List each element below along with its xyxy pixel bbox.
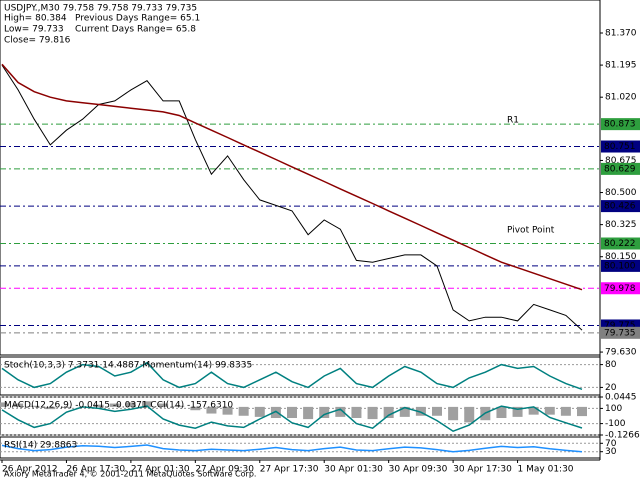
info-text: Close= 79.816 (4, 36, 71, 46)
y-tick-label: 30 (605, 447, 617, 457)
histogram-bar (238, 406, 249, 416)
info-text: High= 80.384 (4, 14, 67, 24)
panel-title: RSI(14) 29.8863 (4, 441, 77, 451)
histogram-bar (399, 406, 410, 417)
price-label: 80.426 (604, 202, 636, 212)
histogram-bar (560, 406, 571, 416)
x-tick-label: 1 May 01:30 (518, 465, 574, 475)
x-tick-label: 27 Apr 17:30 (260, 465, 319, 475)
histogram-bar (254, 406, 265, 417)
histogram-bar (45, 406, 56, 410)
y-tick-label: 0.0445 (605, 393, 637, 403)
histogram-bar (528, 406, 539, 415)
price-label-box (601, 326, 640, 339)
price-label-box (601, 259, 640, 272)
panel-title: Stoch(10,3,3) 7.3731 14.4887 Momentum(14… (4, 361, 252, 371)
price-label-box (601, 237, 640, 250)
price-label-box (601, 162, 640, 175)
histogram-bar (335, 406, 346, 417)
histogram-bar (93, 404, 104, 407)
histogram-bar (190, 406, 201, 411)
info-text: Current Days Range= 65.8 (75, 25, 196, 35)
price-label-box (601, 282, 640, 295)
histogram-bar (351, 406, 362, 418)
y-tick-label: 70 (605, 439, 617, 449)
price-label: 79.775 (604, 321, 636, 331)
y-tick-label: 81.370 (605, 29, 637, 39)
x-tick-label: 27 Apr 09:30 (195, 465, 254, 475)
histogram-bar (13, 403, 24, 407)
series-line (1, 361, 583, 391)
histogram-bar (512, 406, 523, 417)
histogram-bar (383, 406, 394, 418)
y-tick-label: -0.1266 (605, 431, 640, 441)
histogram-bar (464, 406, 475, 423)
price-label-box (601, 140, 640, 153)
price-label: 80.222 (604, 239, 636, 249)
x-tick-label: 30 Apr 01:30 (324, 465, 383, 475)
price-label: 80.629 (604, 164, 636, 174)
series-line (1, 444, 583, 453)
histogram-bar (319, 406, 330, 418)
series-line (1, 405, 583, 433)
price-label: 80.873 (604, 120, 636, 130)
histogram-bar (287, 406, 297, 418)
histogram-bar (206, 406, 217, 414)
info-text: Low= 79.733 (4, 25, 64, 35)
x-tick-label: 26 Apr 17:30 (66, 465, 125, 475)
x-tick-label: 30 Apr 09:30 (389, 465, 448, 475)
histogram-bar (109, 403, 120, 407)
histogram-bar (367, 406, 378, 420)
y-tick-label: 81.020 (605, 93, 637, 103)
y-tick-label: 20 (605, 383, 617, 393)
histogram-bar (544, 406, 555, 415)
y-tick-label: 80.675 (605, 156, 637, 166)
chart-title: USDJPY.,M30 79.758 79.758 79.733 79.735 (4, 4, 197, 14)
annotation: R1 (507, 116, 519, 126)
histogram-bar (496, 406, 507, 418)
panel-title: MACD(12,26,9) -0.0415 -0.0371 CCI(14) -1… (4, 401, 233, 411)
y-tick-label: 80.500 (605, 188, 637, 198)
price-label-box (601, 118, 640, 131)
histogram-bar (29, 405, 40, 407)
histogram-bar (303, 406, 314, 420)
x-tick-label: 27 Apr 01:30 (131, 465, 190, 475)
y-tick-label: 80 (605, 360, 617, 370)
histogram-bar (415, 406, 426, 416)
y-tick-label: 80.150 (605, 252, 637, 262)
copyright: Axiory MetaTrader 4, © 2001-2011 MetaQuo… (4, 470, 256, 479)
histogram-bar (432, 406, 442, 416)
price-label: 79.978 (604, 284, 636, 294)
price-label-box (601, 200, 640, 213)
histogram-bar (270, 406, 281, 418)
price-label: 80.751 (604, 142, 636, 152)
info-text: Previous Days Range= 65.1 (75, 14, 200, 24)
annotation: Pivot Point (507, 226, 555, 236)
histogram-bar (577, 406, 587, 417)
x-tick-label: 26 Apr 2012 (2, 465, 58, 475)
histogram-bar (158, 403, 169, 407)
x-tick-label: 30 Apr 17:30 (453, 465, 512, 475)
price-label: 79.735 (604, 328, 636, 338)
y-tick-label: 80.325 (605, 220, 637, 230)
y-tick-label: 79.630 (605, 348, 637, 358)
histogram-bar (222, 406, 233, 415)
histogram-bar (142, 401, 152, 407)
price-label: 80.100 (604, 261, 636, 271)
histogram-bar (125, 402, 136, 407)
y-tick-label: 81.195 (605, 61, 637, 71)
histogram-bar (61, 406, 72, 408)
histogram-bar (0, 402, 7, 407)
y2-tick-label: 100 (605, 404, 622, 414)
histogram-bar (448, 406, 459, 421)
series-line (1, 63, 583, 291)
y2-tick-label: -100 (605, 419, 626, 429)
histogram-bar (174, 405, 185, 407)
